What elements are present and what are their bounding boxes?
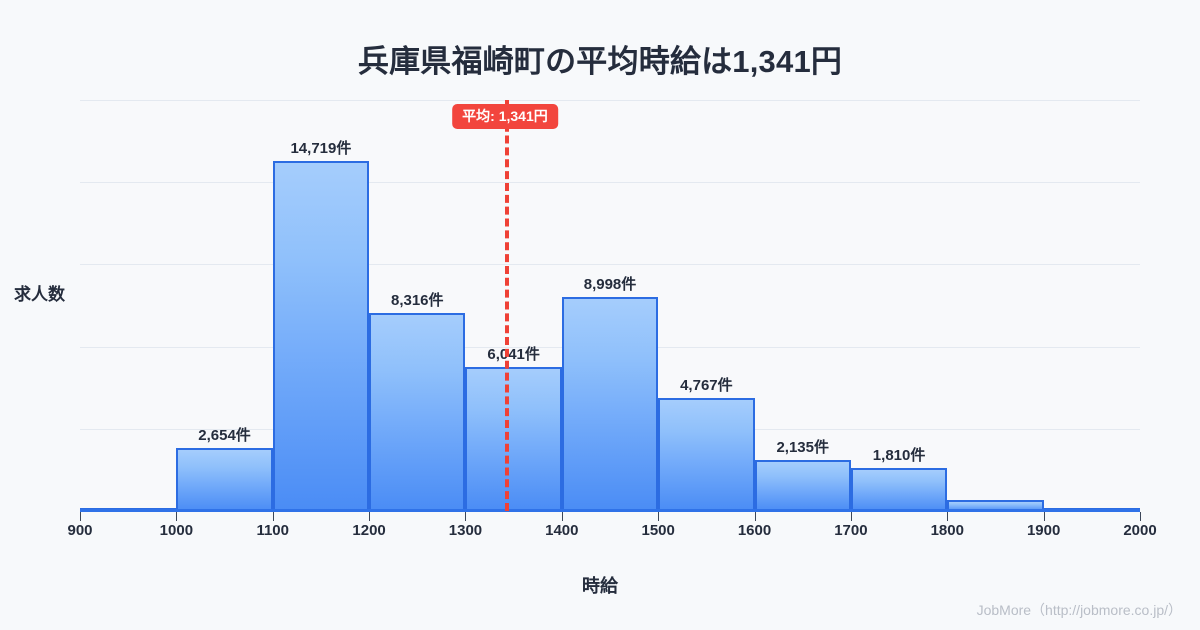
x-axis-tick-label: 1600 [737,522,772,539]
x-axis-tick-label: 2000 [1123,522,1157,539]
x-axis-tick-label: 1900 [1026,522,1061,539]
x-axis-tick-label: 1200 [352,522,386,539]
watermark-credit: JobMore（http://jobmore.co.jp/） [976,602,1182,618]
x-axis-tick [80,512,81,521]
bar-value-label: 2,135件 [776,439,829,457]
y-axis-title: 求人数 [14,285,65,304]
gridline [80,100,1140,101]
x-axis-tick [272,512,274,521]
average-line [504,100,509,511]
x-axis-tick [850,512,852,521]
x-axis-tick [176,512,178,521]
bar[interactable] [369,313,466,511]
x-axis-tick-label: 1000 [159,522,194,539]
bar[interactable] [272,161,370,511]
x-axis-tick [1140,512,1141,521]
x-axis-tick-label: 900 [67,522,93,539]
bar[interactable] [465,367,562,511]
bar-value-label: 2,654件 [198,426,251,444]
bar-value-label: 8,316件 [390,292,444,310]
average-badge: 平均: 1,341円 [452,104,558,129]
x-axis-tick-label: 1300 [448,522,483,539]
x-axis-tick [754,512,756,521]
x-axis-tick-label: 1400 [545,522,579,539]
bar-value-label: 4,767件 [680,376,733,394]
x-axis-tick [369,512,371,521]
bar-value-label: 6,041件 [487,346,540,364]
bar[interactable] [850,468,948,511]
x-axis-tick-label: 1800 [930,522,964,539]
bar[interactable] [561,297,659,511]
x-axis-tick-label: 1500 [641,522,675,539]
bar[interactable] [754,460,851,511]
x-axis-line [80,509,1140,512]
plot-area [80,100,1140,511]
x-axis-title: 時給 [582,576,618,596]
x-axis-tick [658,512,660,521]
bar-value-label: 8,998件 [583,276,637,294]
x-axis-tick [1043,512,1045,521]
bar[interactable] [947,500,1044,511]
x-axis-tick-label: 1700 [834,522,868,539]
x-axis-tick [947,512,949,521]
x-axis-tick [561,512,563,521]
x-axis-tick [465,512,467,521]
gridline [80,264,1140,265]
bar-value-label: 1,810件 [872,446,926,464]
gridline [80,182,1140,183]
bar[interactable] [176,447,273,511]
x-axis-tick-label: 1100 [256,522,289,539]
bar[interactable] [658,397,755,511]
page-title: 兵庫県福崎町の平均時給は1,341円 [357,44,843,79]
bar-value-label: 14,719件 [290,140,352,158]
